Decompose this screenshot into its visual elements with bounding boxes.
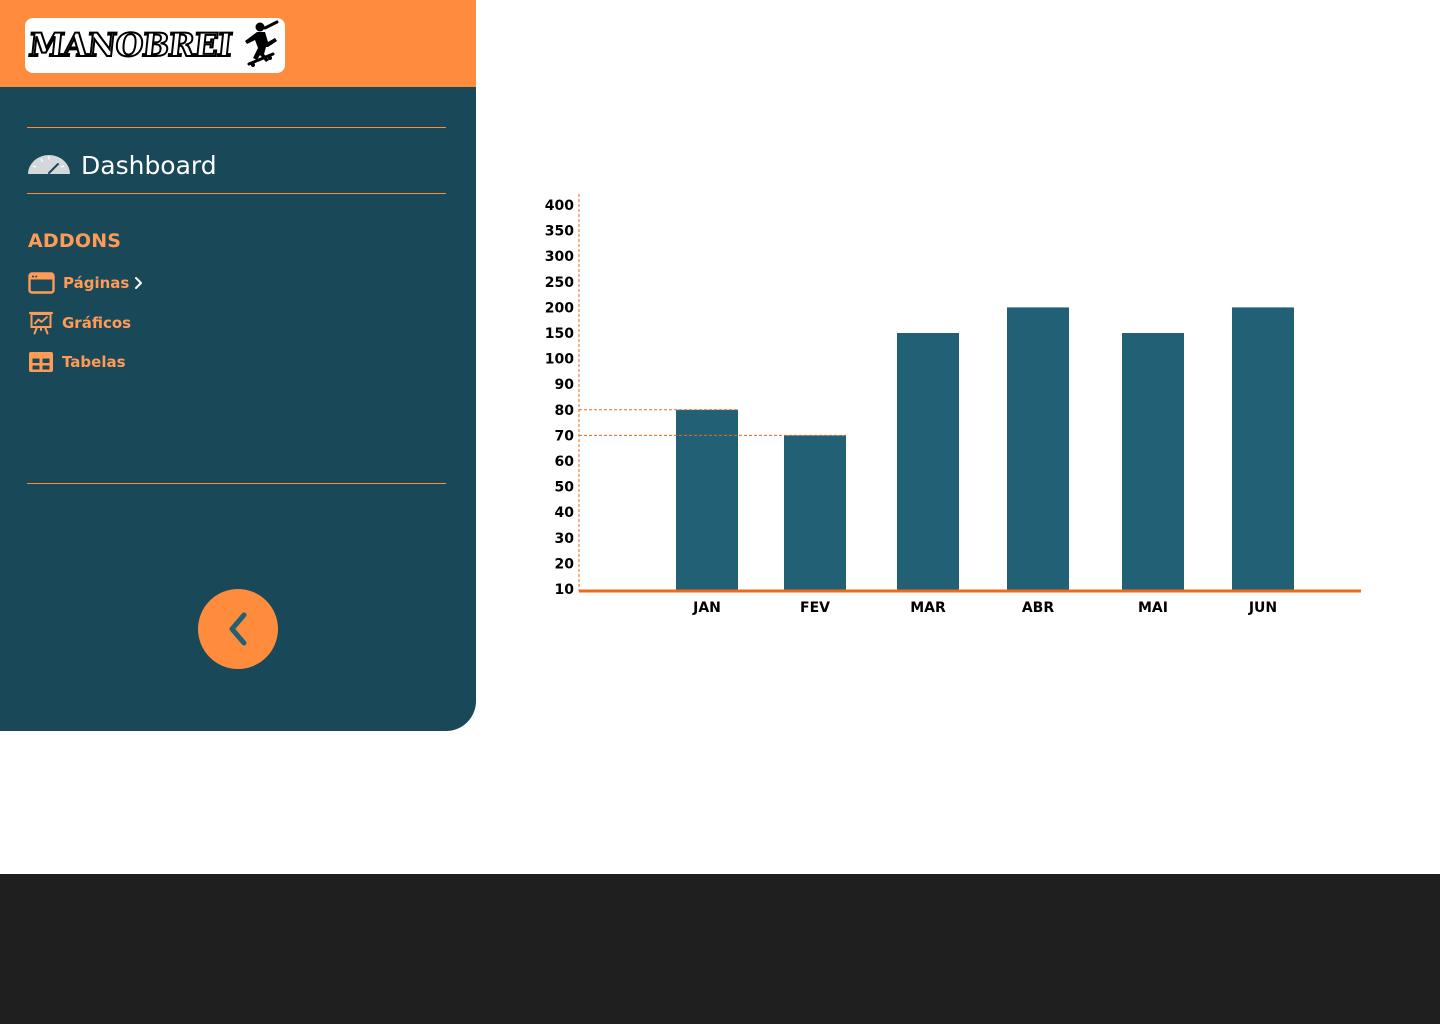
x-tick-label: FEV [800, 600, 830, 616]
chart-svg: 10 20 30 40 50 60 70 80 90 100 150 200 250 300 350 400 J… [545, 194, 1361, 616]
bar-jan[interactable] [676, 409, 738, 591]
y-tick-label: 50 [555, 480, 575, 496]
sidebar-item-label: Gráficos [62, 314, 132, 332]
sidebar-divider [27, 193, 446, 194]
sidebar-item-paginas[interactable]: Páginas [28, 268, 143, 298]
y-tick-label: 300 [545, 249, 574, 265]
sidebar-item-tabelas[interactable]: Tabelas [28, 347, 126, 377]
sidebar: MANOBREI Dashboard ADDONS [0, 0, 476, 731]
y-tick-label: 150 [545, 326, 574, 342]
bar-jun[interactable] [1232, 307, 1294, 591]
y-tick-label: 60 [555, 454, 575, 470]
sidebar-divider [27, 127, 446, 128]
sidebar-divider [27, 483, 446, 484]
bar-fev[interactable] [784, 435, 846, 591]
sidebar-item-label: Páginas [63, 274, 130, 292]
x-tick-label: MAR [910, 600, 946, 616]
y-tick-label: 100 [545, 352, 574, 368]
bar-mar[interactable] [897, 333, 959, 591]
skateboarder-icon [245, 20, 279, 67]
presentation-chart-icon [28, 311, 54, 335]
y-tick-label: 250 [545, 275, 574, 291]
y-tick-label: 80 [555, 403, 575, 419]
sidebar-header: MANOBREI [0, 0, 476, 87]
x-tick-label: JUN [1248, 600, 1277, 616]
bar-abr[interactable] [1007, 307, 1069, 591]
footer [0, 874, 1440, 1024]
y-tick-label: 10 [555, 582, 575, 598]
y-tick-label: 350 [545, 224, 574, 240]
y-tick-label: 40 [555, 505, 575, 521]
bar-mai[interactable] [1122, 333, 1184, 591]
y-tick-label: 200 [545, 300, 574, 316]
monthly-bar-chart: 10 20 30 40 50 60 70 80 90 100 150 200 250 300 350 400 J… [530, 180, 1390, 640]
collapse-sidebar-button[interactable] [198, 589, 278, 669]
browser-window-icon [28, 272, 55, 294]
logo-text: MANOBREI [26, 25, 234, 65]
chevron-left-icon [229, 612, 247, 646]
sidebar-item-label: Tabelas [62, 353, 126, 371]
x-tick-label: MAI [1138, 600, 1168, 616]
sidebar-item-graficos[interactable]: Gráficos [28, 308, 131, 338]
sidebar-item-label: Dashboard [81, 150, 217, 180]
logo[interactable]: MANOBREI [25, 18, 285, 73]
sidebar-item-dashboard[interactable]: Dashboard [27, 140, 217, 190]
y-tick-label: 20 [555, 556, 575, 572]
speedometer-icon [28, 155, 70, 174]
y-tick-label: 400 [545, 198, 574, 214]
chevron-right-icon [135, 277, 143, 289]
x-tick-label: JAN [692, 600, 721, 616]
table-icon [29, 352, 53, 372]
x-tick-label: ABR [1022, 600, 1055, 616]
y-tick-label: 30 [555, 531, 575, 547]
y-tick-label: 90 [555, 377, 575, 393]
addons-section-title: ADDONS [28, 230, 122, 252]
y-tick-label: 70 [555, 428, 575, 444]
